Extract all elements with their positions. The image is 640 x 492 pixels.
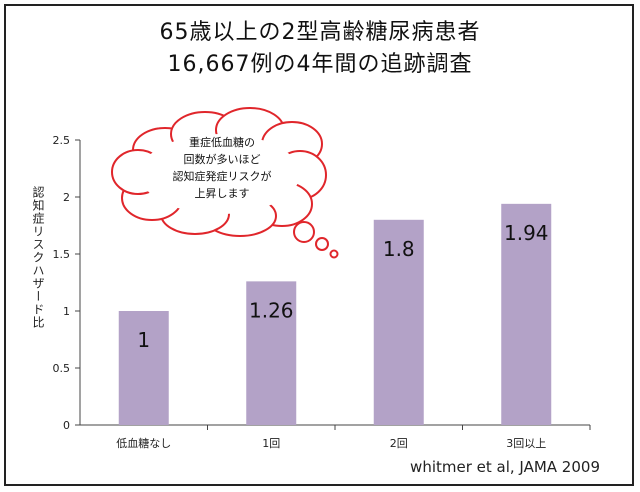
y-axis-label: 認知症リスクハザード比: [31, 186, 45, 329]
annotation-line: 重症低血糖の: [189, 135, 255, 149]
x-tick-label: 低血糖なし: [116, 436, 171, 450]
bar: [373, 219, 424, 425]
data-label: 1.94: [504, 221, 549, 245]
y-tick-label: 0: [63, 419, 70, 432]
cloud-bubble-medium: [315, 237, 329, 251]
annotation-line: 上昇します: [195, 187, 250, 200]
cloud-bubble-large: [293, 221, 315, 243]
bar: [118, 311, 169, 425]
x-tick-label: 1回: [262, 437, 280, 450]
y-tick-label: 0.5: [53, 362, 71, 375]
chart-title-line1: 65歳以上の2型高齢糖尿病患者: [159, 20, 481, 45]
source-citation: whitmer et al, JAMA 2009: [410, 458, 600, 476]
bar: [501, 203, 552, 425]
bar: [246, 281, 297, 425]
data-label: 1.8: [383, 237, 415, 261]
cloud-bubble-small: [329, 249, 339, 259]
y-tick-label: 1: [63, 305, 70, 318]
x-tick-label: 2回: [390, 437, 408, 450]
bars: 1 1.26 1.8 1.94: [118, 203, 552, 425]
cloud-body: [140, 134, 300, 214]
x-tick-label: 3回以上: [506, 437, 546, 450]
y-tick-label: 2.5: [53, 134, 71, 147]
y-tick-label: 2: [63, 191, 70, 204]
annotation-line: 認知症発症リスクが: [173, 169, 272, 183]
data-label: 1.26: [249, 298, 294, 322]
data-label: 1: [137, 328, 150, 352]
annotation-line: 回数が多いほど: [184, 152, 261, 166]
chart-title-line2: 16,667例の4年間の追跡調査: [167, 52, 473, 77]
y-tick-label: 1.5: [53, 248, 71, 261]
